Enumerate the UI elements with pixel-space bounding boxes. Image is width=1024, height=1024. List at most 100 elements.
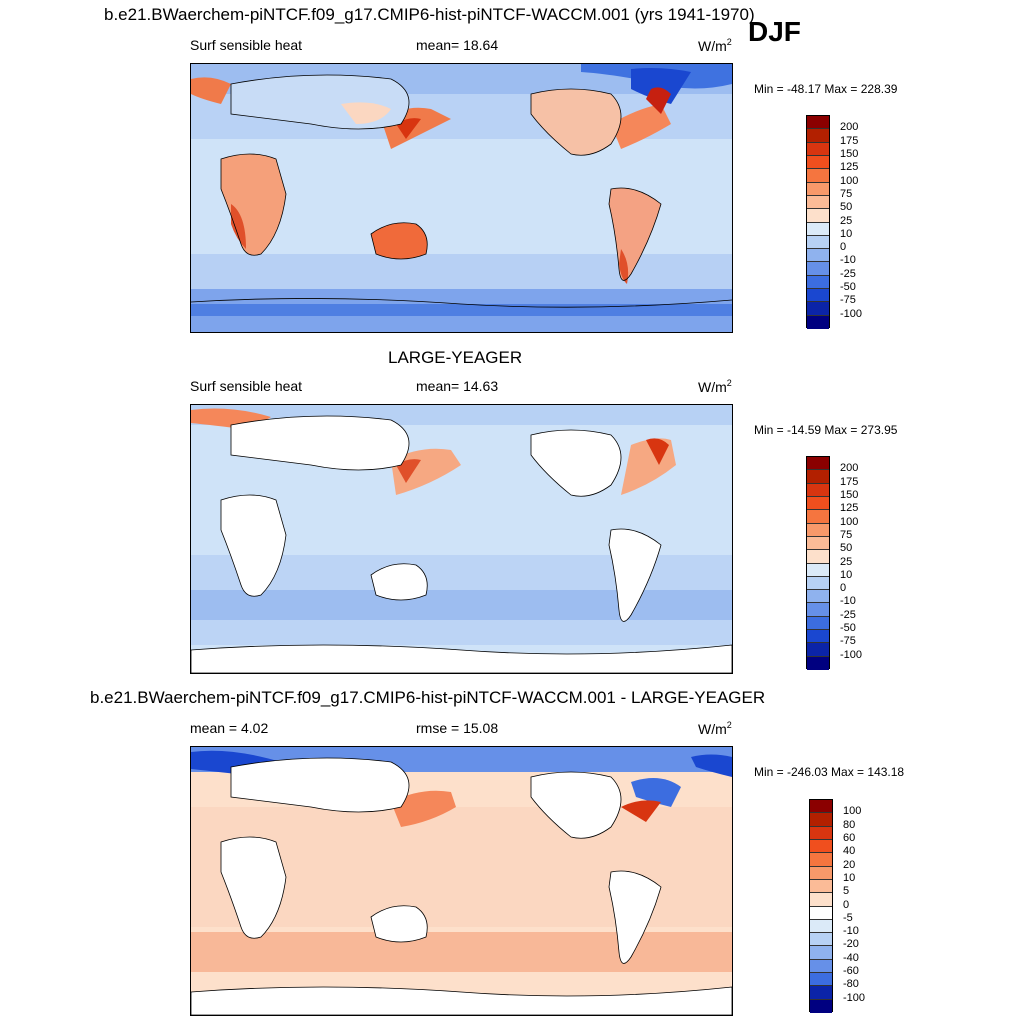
colorbar-tick-label: -50 <box>840 622 856 635</box>
colorbar-tick-label: 0 <box>843 898 850 911</box>
colorbar-swatch <box>810 986 832 1000</box>
panel1-map <box>190 63 733 333</box>
colorbar-swatch <box>807 496 829 511</box>
colorbar-tick-label: -10 <box>840 254 856 267</box>
colorbar-tick-label: -100 <box>840 307 863 320</box>
colorbar-tick-label: -100 <box>840 648 863 661</box>
colorbar-tick-label: 40 <box>843 845 856 858</box>
colorbar-swatch <box>810 866 832 880</box>
colorbar-tick-label: 80 <box>843 818 856 831</box>
colorbar-swatch <box>810 893 832 907</box>
colorbar-tick-label: 60 <box>843 831 856 844</box>
colorbar-tick-label: -20 <box>843 938 859 951</box>
colorbar-swatch <box>807 116 829 130</box>
colorbar-tick-label: 25 <box>840 214 853 227</box>
colorbar-swatch <box>810 906 832 920</box>
colorbar-swatch <box>807 129 829 143</box>
colorbar-tick-label: -100 <box>843 991 866 1004</box>
colorbar-swatch <box>807 302 829 316</box>
colorbar-swatch <box>807 195 829 210</box>
colorbar-tick-label: -10 <box>840 595 856 608</box>
colorbar-tick-label: 25 <box>840 555 853 568</box>
colorbar-swatch <box>807 616 829 631</box>
panel2-map <box>190 404 733 674</box>
panel2-units: W/m2 <box>698 378 732 395</box>
colorbar-swatch <box>807 142 829 156</box>
colorbar-swatch <box>807 262 829 276</box>
colorbar-tick-label: 50 <box>840 201 853 214</box>
colorbar-swatch <box>807 483 829 497</box>
colorbar-tick-label: -75 <box>840 294 856 307</box>
colorbar-swatch <box>810 813 832 827</box>
colorbar-tick-label: 200 <box>840 462 859 475</box>
season-label: DJF <box>748 16 801 47</box>
colorbar-swatch <box>807 249 829 263</box>
colorbar-swatch <box>807 470 829 484</box>
colorbar-swatch <box>807 563 829 577</box>
panel1-minmax: Min = -48.17 Max = 228.39 <box>754 82 898 96</box>
colorbar-tick-label: -80 <box>843 978 859 991</box>
colorbar-tick-label: 125 <box>840 161 859 174</box>
colorbar-swatch <box>807 630 829 644</box>
colorbar-swatch <box>807 510 829 524</box>
panel1-units: W/m2 <box>698 37 732 54</box>
colorbar-swatch <box>810 853 832 867</box>
colorbar-tick-label: 125 <box>840 502 859 515</box>
colorbar-swatch <box>810 826 832 840</box>
colorbar-swatch <box>807 590 829 604</box>
colorbar-swatch <box>810 919 832 934</box>
colorbar-tick-label: 75 <box>840 187 853 200</box>
colorbar-swatch <box>810 973 832 987</box>
colorbar-swatch <box>807 576 829 591</box>
colorbar-swatch <box>810 999 832 1013</box>
colorbar-tick-label: 100 <box>843 805 862 818</box>
colorbar-swatch <box>807 457 829 471</box>
colorbar-swatch <box>807 643 829 657</box>
panel1-variable-label: Surf sensible heat <box>190 37 303 53</box>
colorbar-tick-label: 20 <box>843 858 856 871</box>
colorbar-swatch <box>807 656 829 670</box>
colorbar-tick-label: 0 <box>840 241 847 254</box>
colorbar-swatch <box>810 879 832 894</box>
colorbar-swatch <box>807 235 829 250</box>
colorbar-tick-label: 50 <box>840 542 853 555</box>
panel2-minmax: Min = -14.59 Max = 273.95 <box>754 423 898 437</box>
colorbar-swatch <box>807 550 829 564</box>
panel2-variable-label: Surf sensible heat <box>190 378 303 394</box>
colorbar-tick-label: -40 <box>843 951 859 964</box>
colorbar-tick-label: 0 <box>840 582 847 595</box>
colorbar-swatch <box>807 289 829 303</box>
colorbar-tick-label: -75 <box>840 635 856 648</box>
colorbar-tick-label: -50 <box>840 281 856 294</box>
colorbar-tick-label: 10 <box>840 227 853 240</box>
colorbar-tick-label: -10 <box>843 925 859 938</box>
colorbar-tick-label: 150 <box>840 488 859 501</box>
colorbar-tick-label: 10 <box>840 568 853 581</box>
panel1-mean-label: mean= 18.64 <box>416 37 499 53</box>
colorbar-tick-label: 100 <box>840 174 859 187</box>
panel3-minmax: Min = -246.03 Max = 143.18 <box>754 765 905 779</box>
colorbar-swatch <box>807 536 829 551</box>
panel2-title: LARGE-YEAGER <box>388 348 523 367</box>
colorbar-swatch <box>807 315 829 329</box>
panel3-map <box>190 746 733 1016</box>
colorbar-swatch <box>810 800 832 814</box>
colorbar-swatch <box>807 275 829 290</box>
colorbar-swatch <box>810 933 832 947</box>
colorbar-swatch <box>810 959 832 974</box>
panel2-mean-label: mean= 14.63 <box>416 378 499 394</box>
colorbar-tick-label: 200 <box>840 121 859 134</box>
colorbar-swatch <box>807 209 829 223</box>
colorbar-tick-label: 175 <box>840 475 859 488</box>
colorbar-swatch <box>807 222 829 236</box>
panel3-colorbar <box>809 799 833 1013</box>
colorbar-swatch <box>807 523 829 537</box>
colorbar-swatch <box>810 946 832 960</box>
panel1-colorbar <box>806 115 830 329</box>
colorbar-swatch <box>807 169 829 183</box>
colorbar-tick-label: 10 <box>843 871 856 884</box>
colorbar-swatch <box>807 182 829 196</box>
colorbar-tick-label: 175 <box>840 134 859 147</box>
colorbar-tick-label: -5 <box>843 911 853 924</box>
panel3-title: b.e21.BWaerchem-piNTCF.f09_g17.CMIP6-his… <box>90 688 766 707</box>
